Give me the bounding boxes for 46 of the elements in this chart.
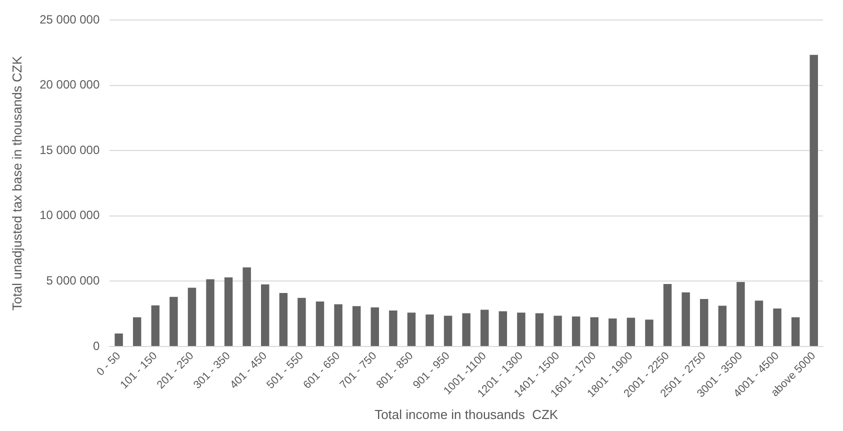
bar bbox=[608, 318, 617, 346]
y-tick-label: 20 000 000 bbox=[40, 78, 100, 92]
bar bbox=[626, 318, 636, 346]
bar bbox=[810, 54, 818, 346]
bar bbox=[407, 312, 416, 346]
y-tick-label: 25 000 000 bbox=[40, 12, 100, 26]
x-axis-title: Total income in thousands CZK bbox=[374, 406, 558, 422]
bar bbox=[224, 277, 233, 346]
bar bbox=[316, 301, 324, 346]
bar bbox=[170, 296, 178, 346]
bar bbox=[114, 333, 123, 346]
bar bbox=[352, 306, 361, 346]
bar bbox=[736, 282, 745, 346]
bar bbox=[517, 312, 526, 346]
bar bbox=[572, 316, 580, 346]
bar bbox=[132, 317, 142, 346]
y-tick-label: 5 000 000 bbox=[46, 274, 100, 288]
bar bbox=[645, 320, 654, 346]
bar bbox=[773, 308, 782, 346]
bar bbox=[298, 298, 306, 346]
bar bbox=[535, 313, 544, 346]
y-tick-label: 10 000 000 bbox=[40, 208, 100, 222]
bar bbox=[334, 304, 342, 346]
bar bbox=[682, 292, 690, 346]
bar bbox=[700, 299, 708, 346]
bar bbox=[151, 305, 160, 346]
bar bbox=[498, 311, 508, 346]
bar bbox=[370, 307, 379, 346]
bar bbox=[242, 267, 251, 346]
bar bbox=[279, 292, 288, 346]
bar bbox=[718, 306, 727, 346]
bar bbox=[188, 288, 196, 346]
bar bbox=[480, 310, 489, 346]
bar bbox=[444, 316, 452, 346]
y-axis-title: Total unadjusted tax base in thousands CZK bbox=[9, 56, 24, 310]
bar bbox=[663, 284, 672, 346]
bar bbox=[590, 317, 598, 346]
bar bbox=[554, 316, 562, 346]
y-tick-label: 15 000 000 bbox=[40, 142, 100, 157]
bar bbox=[754, 300, 764, 346]
bar bbox=[206, 279, 214, 346]
bar bbox=[426, 314, 434, 346]
bar bbox=[389, 310, 398, 346]
bar bbox=[261, 284, 270, 346]
bar bbox=[462, 313, 470, 346]
bar bbox=[791, 317, 800, 346]
